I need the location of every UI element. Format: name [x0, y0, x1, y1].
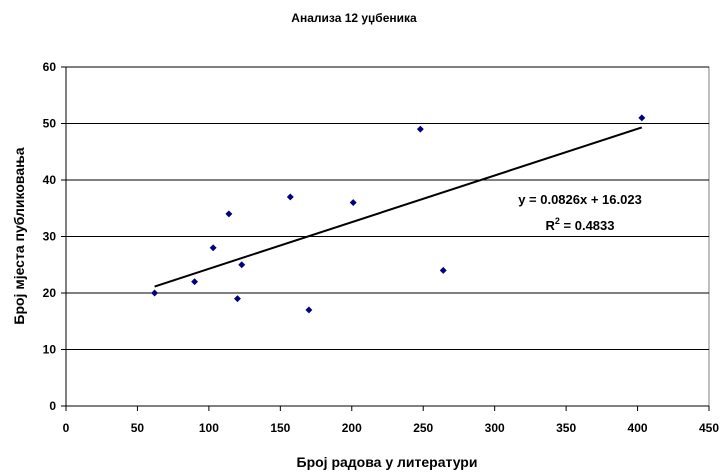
data-point [286, 193, 294, 201]
data-point [233, 295, 242, 303]
trendline-group [154, 126, 643, 288]
data-point [416, 125, 424, 133]
r-squared-label: R2 = 0.4833 [546, 216, 615, 233]
data-point [209, 244, 217, 252]
x-axis-title: Број радова у литератури [297, 454, 478, 470]
x-tick-label: 250 [413, 421, 433, 435]
data-point [638, 114, 646, 122]
trendline [154, 126, 643, 288]
r-squared-superscript: 2 [555, 216, 560, 226]
x-tick-label: 300 [485, 421, 505, 435]
data-point [225, 210, 233, 218]
x-tick-label: 150 [270, 421, 290, 435]
data-point [151, 289, 159, 297]
data-point [191, 278, 199, 286]
x-tick-label: 100 [199, 421, 219, 435]
y-tick-label: 20 [43, 286, 57, 300]
data-point [439, 266, 447, 274]
r-squared-value: = 0.4833 [560, 218, 615, 233]
x-tick-label: 200 [342, 421, 362, 435]
data-points [151, 114, 646, 314]
x-tick-label: 350 [556, 421, 576, 435]
y-tick-label: 60 [43, 60, 57, 74]
y-tick-label: 30 [43, 230, 57, 244]
y-tick-labels: 0 10 20 30 40 50 60 [43, 60, 57, 413]
y-tick-label: 40 [43, 173, 57, 187]
x-tick-label: 400 [628, 421, 648, 435]
x-tick-label: 50 [131, 421, 145, 435]
y-axis-title: Број мјеста публиковања [11, 147, 27, 324]
r-squared-prefix: R [546, 218, 556, 233]
x-tick-labels: 0 50 100 150 200 250 300 350 400 450 [63, 421, 720, 435]
y-tick-label: 10 [43, 343, 57, 357]
axes [61, 66, 710, 411]
data-point [238, 261, 246, 269]
data-point [349, 199, 357, 207]
data-point [305, 306, 313, 314]
x-tick-label: 0 [63, 421, 70, 435]
trendline-equation: y = 0.0826x + 16.023 [518, 192, 642, 207]
chart-title: Анализа 12 уџбеника [291, 11, 417, 25]
gridlines [66, 66, 709, 350]
y-tick-label: 50 [43, 117, 57, 131]
x-tick-label: 450 [699, 421, 719, 435]
y-tick-label: 0 [49, 399, 56, 413]
